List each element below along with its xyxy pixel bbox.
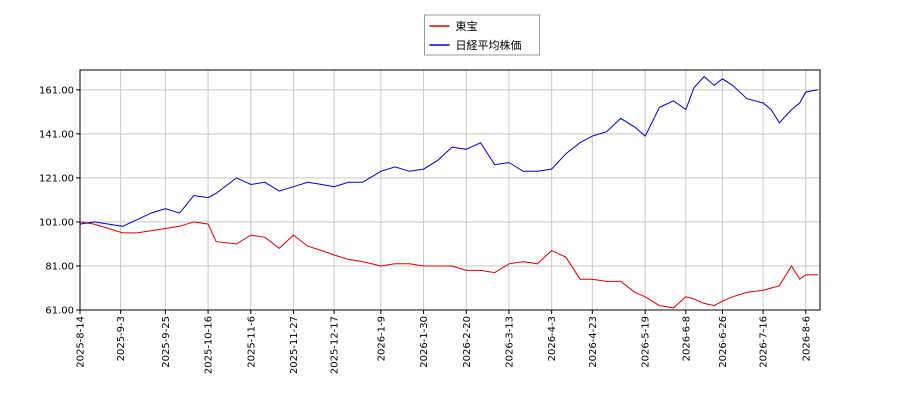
x-tick-label: 2026-5-19 [641, 316, 652, 368]
series-line [79, 221, 818, 309]
x-tick-label: 2025-9-3 [116, 316, 127, 361]
x-tick-label: 2026-6-26 [718, 316, 729, 368]
y-tick-label: 101.00 [39, 217, 74, 228]
legend-box [424, 14, 540, 56]
x-tick-label: 2025-11-6 [246, 316, 257, 368]
x-tick-label: 2025-9-25 [161, 316, 172, 368]
x-tick-label: 2026-6-8 [681, 316, 692, 361]
x-tick-label: 2025-10-16 [204, 316, 215, 374]
x-tick-label: 2026-4-23 [588, 316, 599, 368]
x-tick-label: 2026-4-3 [547, 316, 558, 361]
legend-label: 東宝 [456, 19, 478, 33]
x-tick-label: 2026-7-16 [759, 316, 770, 368]
y-tick-label: 81.00 [45, 261, 74, 272]
y-tick-label: 161.00 [39, 85, 74, 96]
x-tick-label: 2026-2-20 [462, 316, 473, 368]
series-line [79, 75, 819, 227]
x-tick-label: 2025-11-27 [289, 316, 300, 374]
y-tick-label: 61.00 [45, 306, 74, 317]
x-tick-label: 2026-1-9 [376, 316, 387, 361]
x-tick-label: 2026-1-30 [419, 316, 430, 368]
y-tick-label: 141.00 [39, 129, 74, 140]
plot-frame [79, 69, 821, 311]
x-tick-label: 2025-12-17 [330, 316, 341, 374]
x-tick-label: 2025-8-14 [76, 316, 87, 368]
legend-label: 日経平均株価 [456, 38, 522, 52]
x-tick-label: 2026-3-13 [504, 316, 515, 368]
y-tick-label: 121.00 [39, 173, 74, 184]
x-tick-label: 2026-8-6 [801, 316, 812, 361]
